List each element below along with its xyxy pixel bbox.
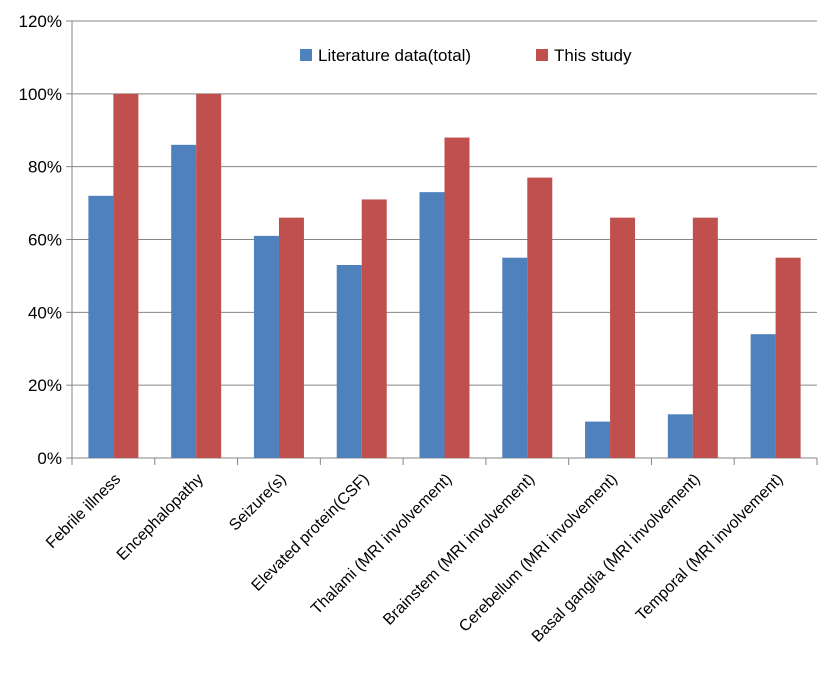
bar-this-study-1 — [196, 93, 222, 458]
x-category-label: Thalami (MRI involvement) — [308, 471, 455, 618]
bars — [88, 93, 801, 459]
x-category-label: Basal ganglia (MRI involvement) — [529, 471, 704, 646]
y-tick-label: 0% — [37, 449, 62, 468]
y-tick-label: 40% — [28, 303, 62, 322]
bar-literature-7 — [667, 414, 693, 458]
bar-literature-2 — [253, 235, 279, 458]
legend-swatch — [536, 49, 548, 61]
bar-literature-5 — [502, 257, 528, 458]
bar-this-study-4 — [444, 137, 470, 459]
bar-this-study-3 — [361, 199, 387, 459]
x-category-label: Febrile illness — [43, 471, 124, 552]
legend-label: Literature data(total) — [318, 46, 471, 65]
legend: Literature data(total) This study — [300, 46, 632, 65]
bar-literature-1 — [171, 144, 197, 459]
y-tick-label: 60% — [28, 231, 62, 250]
y-tick-label: 120% — [19, 12, 62, 31]
x-category-label: Temporal (MRI involvement) — [633, 471, 786, 624]
bar-literature-0 — [88, 195, 114, 459]
bar-literature-4 — [419, 192, 445, 459]
y-tick-label: 20% — [28, 376, 62, 395]
bar-this-study-5 — [527, 177, 553, 458]
bar-this-study-8 — [775, 257, 801, 458]
bar-literature-6 — [585, 421, 611, 458]
x-category-label: Brainstem (MRI involvement) — [380, 471, 538, 629]
bar-this-study-0 — [113, 93, 139, 458]
legend-swatch — [300, 49, 312, 61]
y-axis-ticks: 0% 20% 40% 60% 80% 100% 120% — [19, 12, 62, 468]
x-category-label: Seizure(s) — [226, 471, 290, 535]
y-tick-label: 80% — [28, 158, 62, 177]
y-tick-label: 100% — [19, 85, 62, 104]
bar-literature-3 — [336, 264, 362, 458]
x-category-label: Cerebellum (MRI involvement) — [456, 471, 621, 636]
bar-this-study-6 — [610, 217, 636, 458]
x-category-label: Encephalopathy — [114, 471, 207, 564]
bar-this-study-2 — [278, 217, 304, 458]
bar-this-study-7 — [692, 217, 718, 458]
bar-literature-8 — [750, 334, 776, 458]
legend-label: This study — [554, 46, 632, 65]
